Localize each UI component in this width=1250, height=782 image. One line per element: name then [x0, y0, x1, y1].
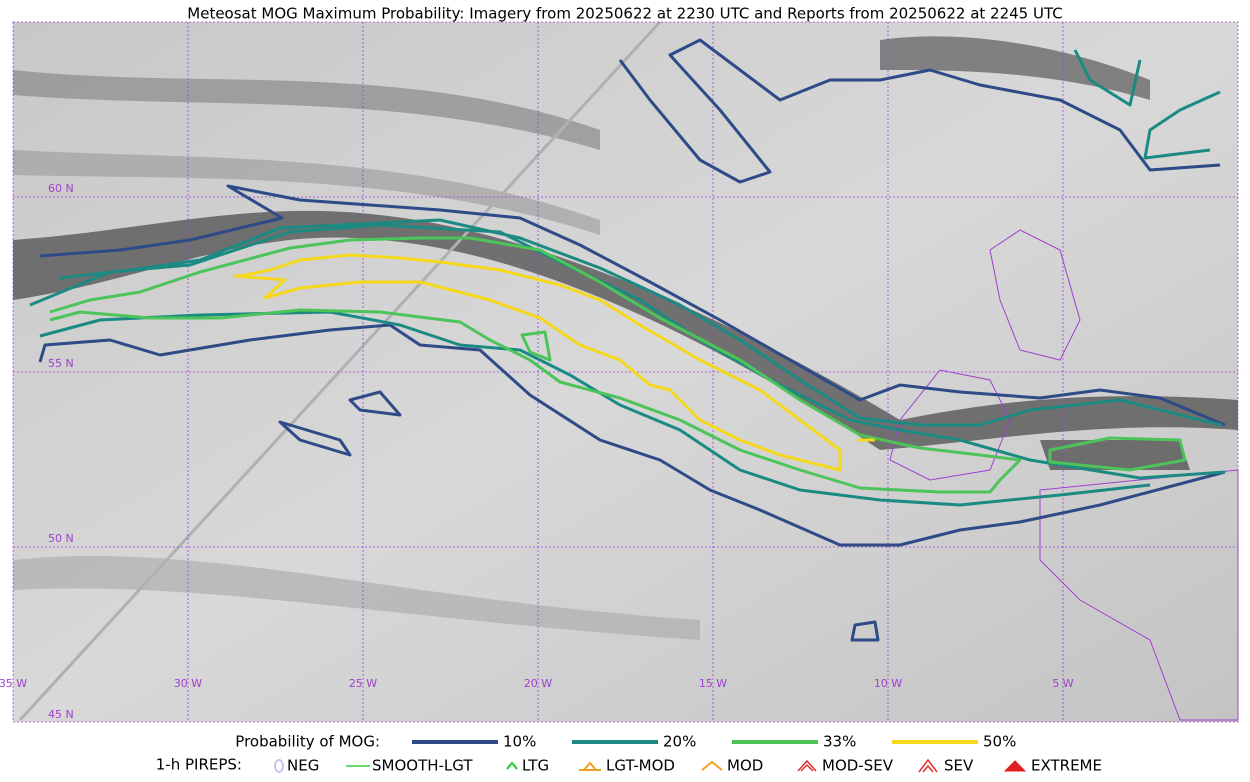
- legend-label: NEG: [287, 757, 319, 775]
- legend-label: EXTREME: [1031, 757, 1102, 775]
- graticule: 35 W 30 W 25 W 20 W 15 W 10 W 5 W 60 N 55 N 50 N 4…: [0, 21, 1239, 723]
- pirep-icon: [797, 759, 817, 772]
- pirep-icon: [274, 759, 284, 773]
- legend-label: SEV: [944, 757, 974, 775]
- legend-label: 50%: [983, 733, 1016, 751]
- legend-title: Probability of MOG:: [235, 733, 380, 751]
- map-frame: [12, 21, 1239, 723]
- contour-33: [49, 236, 1187, 494]
- contour-10: [38, 38, 1226, 642]
- lat-label: 50 N: [48, 532, 74, 545]
- pirep-icon: [579, 761, 601, 771]
- lat-label: 45 N: [48, 708, 74, 721]
- legend-label: 33%: [823, 733, 856, 751]
- lon-label: 35 W: [0, 677, 27, 690]
- lon-label: 20 W: [524, 677, 552, 690]
- legend-title: 1-h PIREPS:: [156, 756, 242, 774]
- legend: Probability of MOG: 1-h PIREPS: 10% 20% 33…: [156, 733, 1102, 775]
- legend-label: LTG: [522, 757, 549, 775]
- pirep-icon: [1003, 760, 1027, 772]
- legend-label: SMOOTH-LGT: [372, 757, 473, 775]
- legend-label: 20%: [663, 733, 696, 751]
- legend-label: MOD: [727, 757, 763, 775]
- legend-label: MOD-SEV: [822, 757, 894, 775]
- lat-label: 60 N: [48, 182, 74, 195]
- lat-label: 55 N: [48, 357, 74, 370]
- lon-label: 5 W: [1052, 677, 1073, 690]
- lon-label: 25 W: [349, 677, 377, 690]
- legend-label: LGT-MOD: [606, 757, 675, 775]
- lon-label: 30 W: [174, 677, 202, 690]
- pirep-icon: [506, 761, 518, 770]
- title: Meteosat MOG Maximum Probability: Imager…: [187, 5, 1062, 23]
- pirep-icon: [701, 760, 723, 771]
- pirep-icon: [918, 758, 938, 773]
- lon-label: 15 W: [699, 677, 727, 690]
- contour-50: [233, 253, 875, 472]
- contours: [29, 38, 1226, 642]
- lon-label: 10 W: [874, 677, 902, 690]
- legend-label: 10%: [503, 733, 536, 751]
